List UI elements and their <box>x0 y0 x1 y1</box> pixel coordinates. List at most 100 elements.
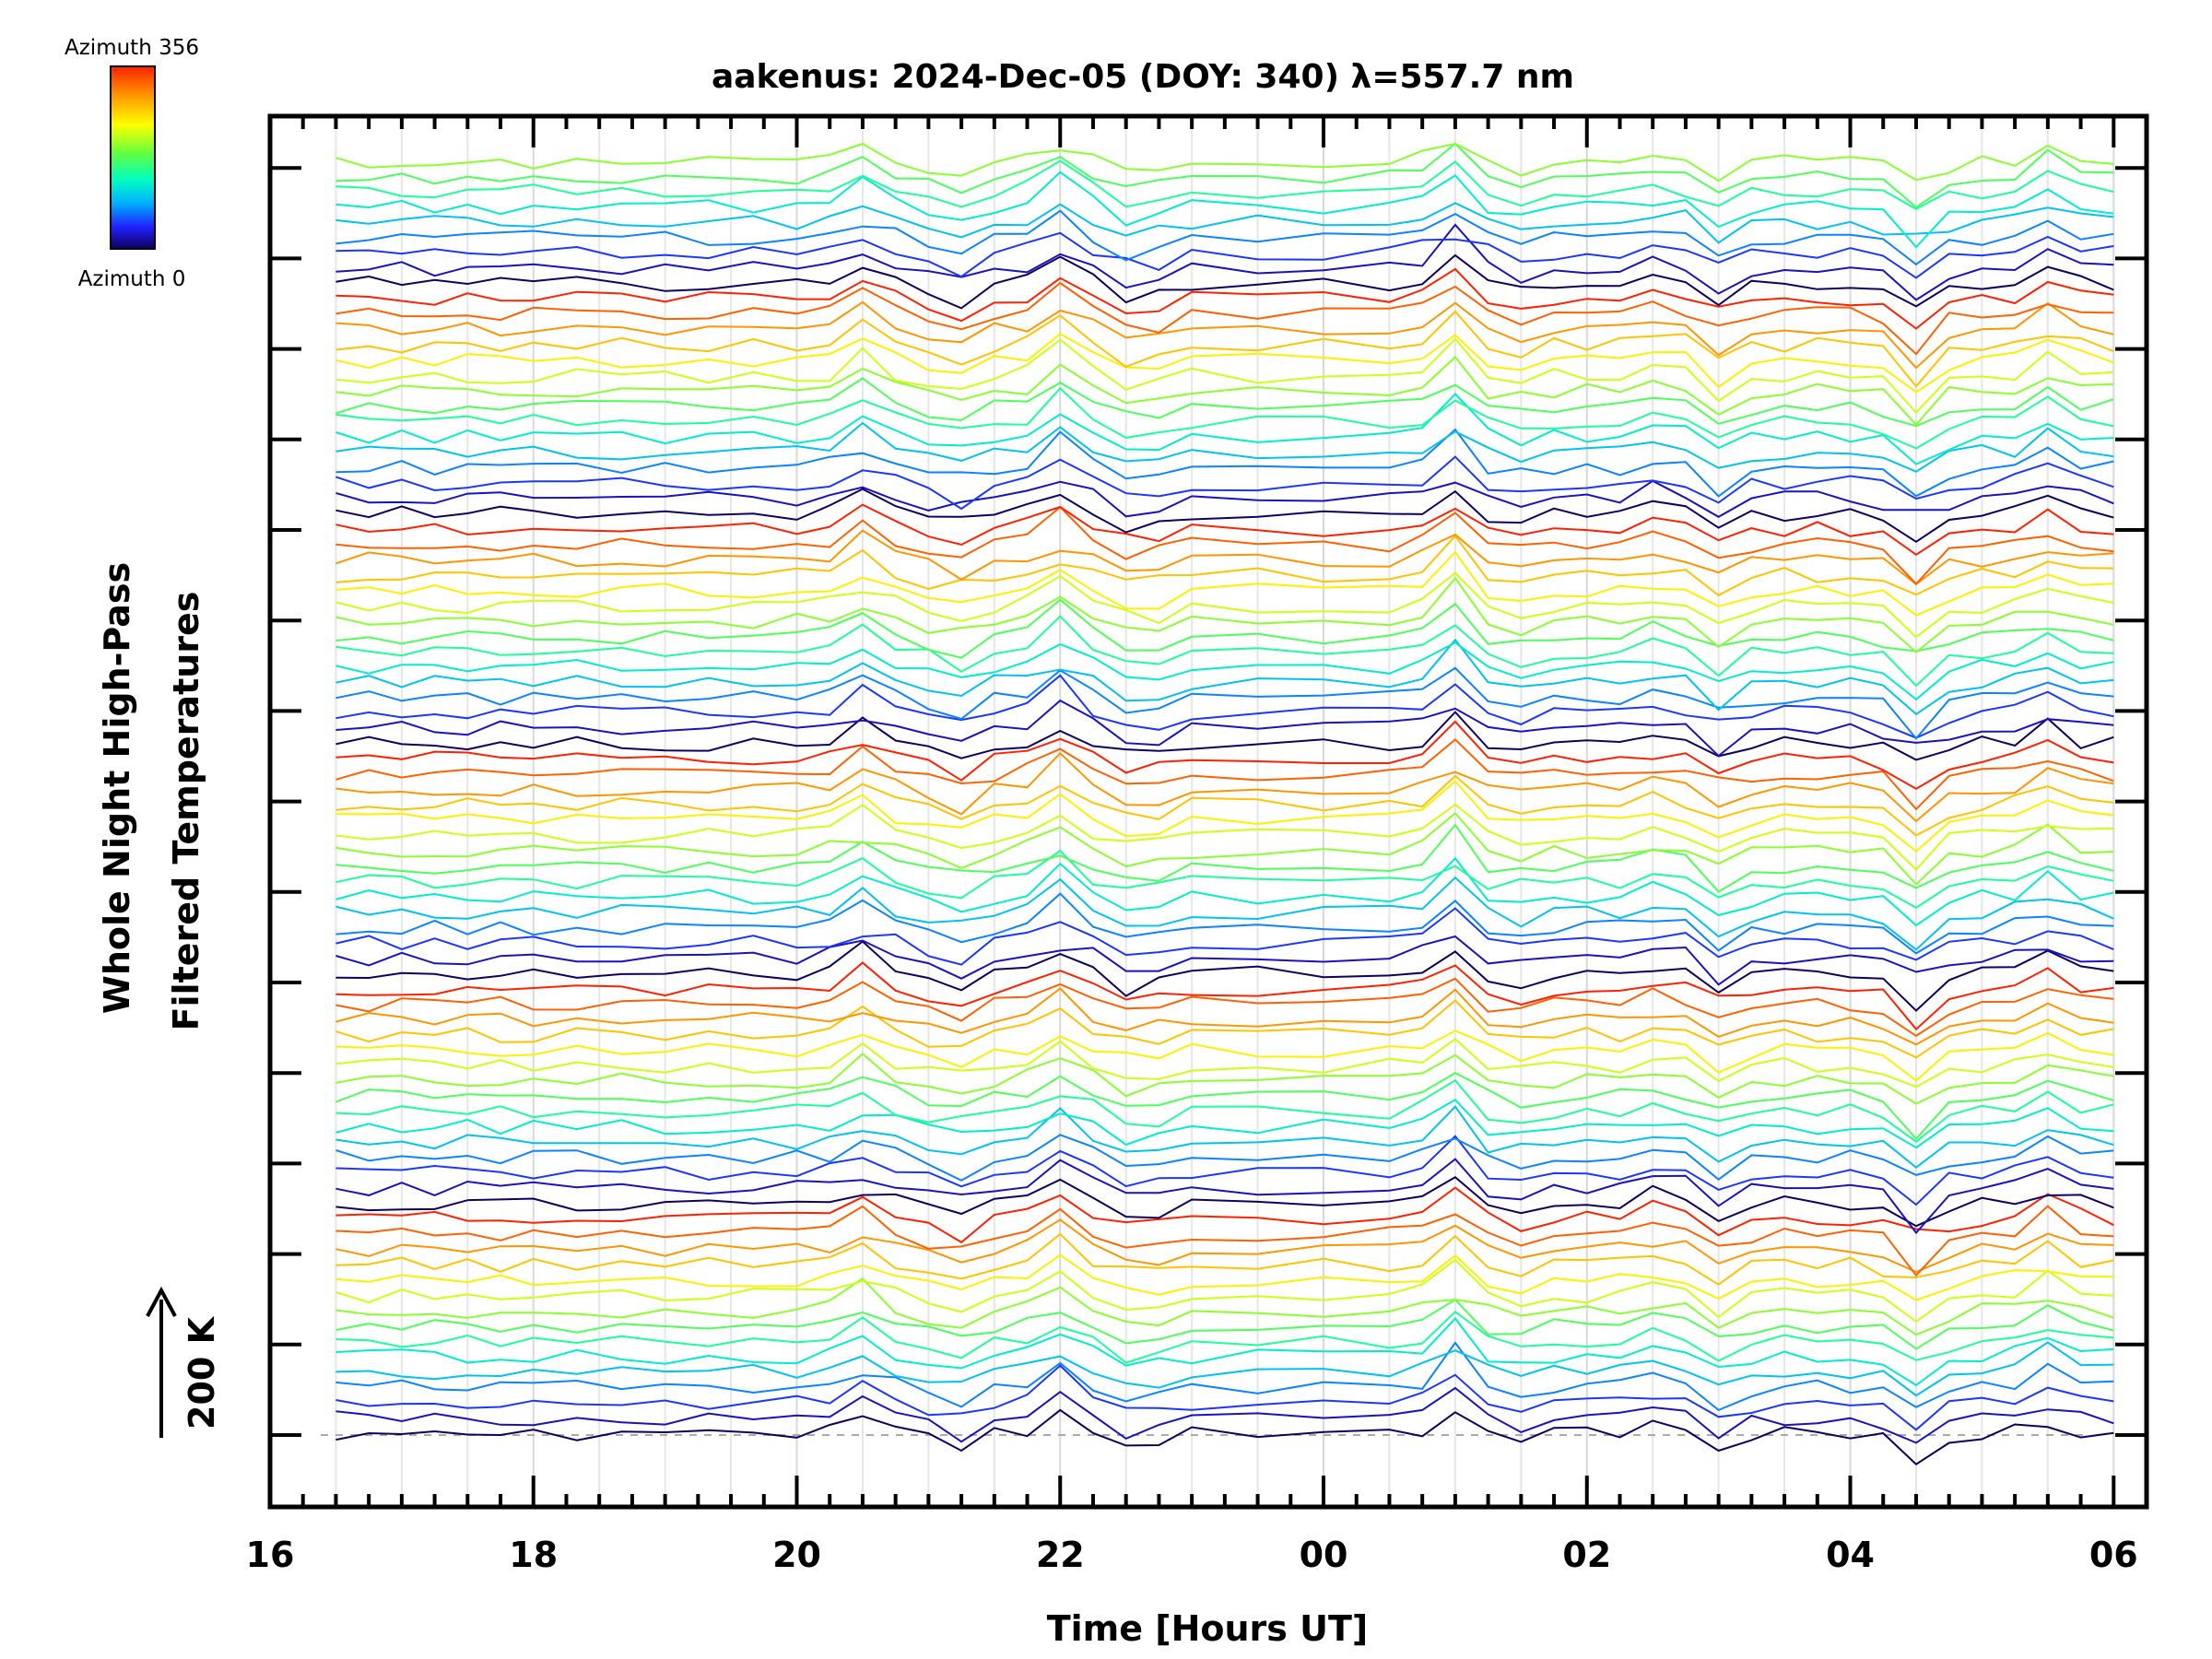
colorbar-gradient <box>110 65 156 250</box>
series-line <box>335 1232 2114 1286</box>
series-line <box>335 550 2114 617</box>
series-line <box>335 1277 2114 1336</box>
series-line <box>335 1317 2114 1387</box>
series-line <box>335 310 2114 388</box>
series-line <box>335 1386 2114 1444</box>
series-line <box>335 737 2114 811</box>
series-line <box>335 1310 2114 1364</box>
x-tick-label: 20 <box>772 1535 821 1575</box>
series-line <box>335 615 2114 688</box>
series-line <box>335 253 2114 310</box>
chart-title: aakenus: 2024-Dec-05 (DOY: 340) λ=557.7 … <box>712 58 1574 96</box>
series-line <box>335 977 2114 1038</box>
scale-indicator: 200 K <box>146 1286 222 1438</box>
series-line <box>335 674 2114 739</box>
series-line <box>335 780 2114 853</box>
series-line <box>335 529 2114 586</box>
series-line <box>335 935 2114 986</box>
series-line <box>335 1038 2114 1088</box>
series-line <box>335 421 2114 473</box>
series-line <box>335 300 2114 370</box>
series-line <box>335 534 2114 597</box>
series-line <box>335 1341 2114 1397</box>
series-line <box>335 393 2114 465</box>
series-line <box>335 202 2114 244</box>
series-line <box>335 386 2114 450</box>
series-line <box>335 774 2114 837</box>
series-line <box>335 720 2114 791</box>
series-line <box>335 231 2114 279</box>
series-line <box>335 1105 2114 1169</box>
series-line <box>335 823 2114 893</box>
series-line <box>335 455 2114 511</box>
scale-arrow-head <box>146 1286 177 1317</box>
series-line <box>335 332 2114 394</box>
series-line <box>335 849 2114 909</box>
series-line <box>335 638 2114 716</box>
series-line <box>335 488 2114 543</box>
series-line <box>335 1298 2114 1350</box>
series-line <box>335 598 2114 659</box>
series-line <box>335 1258 2114 1324</box>
series-line <box>335 1364 2114 1431</box>
series-line <box>335 281 2114 356</box>
series-line <box>335 159 2114 210</box>
x-tick-label: 06 <box>2089 1535 2138 1575</box>
series-line <box>335 699 2114 758</box>
series-line <box>335 1135 2114 1206</box>
series-line <box>335 267 2114 330</box>
x-axis-label: Time [Hours UT] <box>1047 1608 1369 1649</box>
series-line <box>335 505 2114 585</box>
series-line <box>335 428 2114 498</box>
series-line <box>335 209 2114 266</box>
series-line <box>335 961 2114 1031</box>
series-line <box>335 142 2114 209</box>
series-line <box>335 876 2114 951</box>
series-line <box>335 1218 2114 1274</box>
series-line <box>335 940 2114 1012</box>
x-tick-label: 16 <box>246 1535 295 1575</box>
x-tick-label: 02 <box>1562 1535 1611 1575</box>
series-line <box>335 1158 2114 1235</box>
colorbar-bottom-label: Azimuth 0 <box>78 267 186 291</box>
series-line <box>335 223 2114 301</box>
scale-label: 200 K <box>182 1315 222 1430</box>
series-line <box>335 142 2114 182</box>
series-line <box>335 355 2114 427</box>
gridlines <box>269 116 2115 1507</box>
x-tick-label: 22 <box>1036 1535 1085 1575</box>
series-line <box>335 856 2114 927</box>
series-line <box>335 479 2114 518</box>
series-lines <box>335 142 2114 1465</box>
series-line <box>335 1053 2114 1105</box>
series-line <box>335 1175 2114 1228</box>
series-line <box>335 1205 2114 1277</box>
series-line <box>335 803 2114 871</box>
colorbar: Azimuth 356 Azimuth 0 <box>65 36 199 291</box>
x-tick-label: 18 <box>509 1535 558 1575</box>
series-line <box>335 892 2114 955</box>
series-line <box>335 171 2114 249</box>
series-line <box>335 1186 2114 1244</box>
series-line <box>335 751 2114 823</box>
series-line <box>335 1030 2114 1082</box>
series-line <box>335 1253 2114 1301</box>
series-line <box>335 999 2114 1059</box>
y-axis-label-line1: Whole Night High-Pass <box>97 562 137 1014</box>
series-line <box>335 1341 2114 1412</box>
x-tick-label: 04 <box>1826 1535 1875 1575</box>
series-line <box>335 503 2114 557</box>
series-line <box>335 1098 2114 1149</box>
series-line <box>335 711 2114 761</box>
series-line <box>335 1134 2114 1182</box>
y-axis-label-line2: Filtered Temperatures <box>166 592 206 1031</box>
series-line <box>335 377 2114 428</box>
series-line <box>335 1072 2114 1140</box>
series-line <box>335 337 2114 414</box>
series-line <box>335 666 2114 740</box>
series-line <box>335 576 2114 653</box>
x-tick-labels: 16 18 20 22 00 02 04 06 <box>246 1535 2138 1575</box>
series-line <box>335 987 2114 1046</box>
series-line <box>335 907 2114 966</box>
